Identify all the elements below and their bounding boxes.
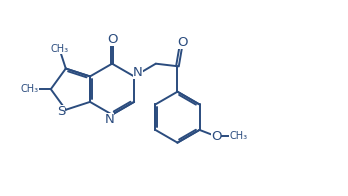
Text: O: O bbox=[211, 130, 221, 143]
Text: CH₃: CH₃ bbox=[21, 84, 39, 94]
Text: N: N bbox=[104, 113, 114, 126]
Text: O: O bbox=[177, 36, 188, 49]
Text: S: S bbox=[57, 105, 65, 118]
Text: CH₃: CH₃ bbox=[229, 131, 247, 141]
Text: O: O bbox=[107, 33, 117, 46]
Text: N: N bbox=[133, 66, 143, 79]
Text: CH₃: CH₃ bbox=[50, 44, 69, 54]
